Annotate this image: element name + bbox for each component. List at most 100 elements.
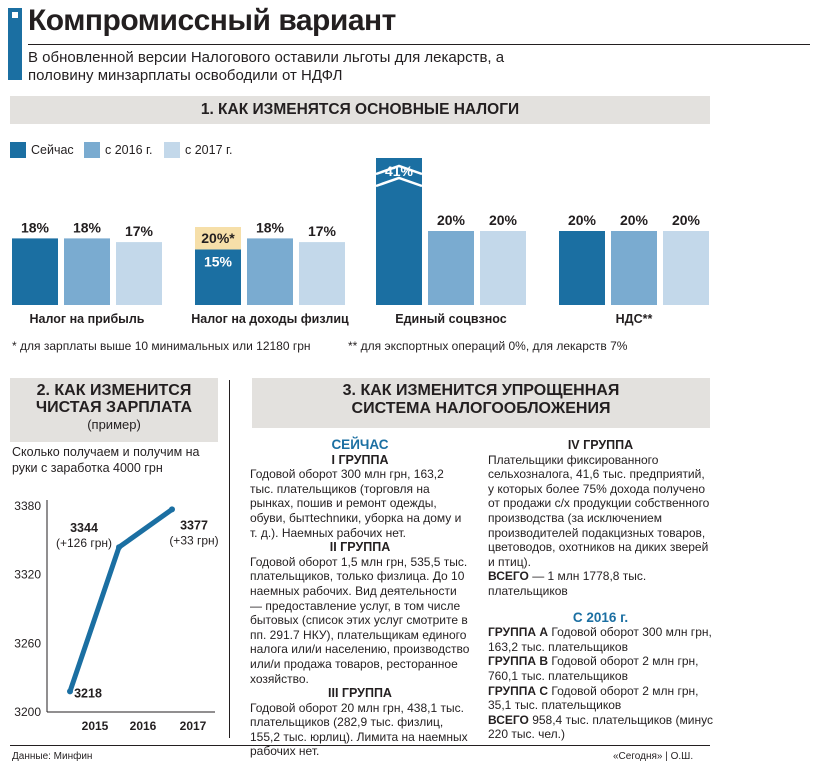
section2-title-line1: 2. КАК ИЗМЕНИТСЯ xyxy=(36,382,192,399)
category-label-2: Налог на доходы физлиц xyxy=(191,312,349,326)
x-tick-3: 2017 xyxy=(180,719,207,733)
from2016-heading: С 2016 г. xyxy=(572,609,629,625)
footer-rule xyxy=(10,745,710,746)
bar-3-с-2017-г xyxy=(480,231,526,305)
bar-label-2-с-2017-г: 17% xyxy=(308,223,337,239)
bar-4-с-2016-г xyxy=(611,231,657,305)
group-c: ГРУППА С Годовой оборот 2 млн грн, 35,1 … xyxy=(488,684,713,713)
x-tick-2: 2016 xyxy=(130,719,157,733)
category-label-4: НДС** xyxy=(616,312,653,326)
section3-title-line1: 3. КАК ИЗМЕНИТСЯ УПРОЩЕННАЯ xyxy=(342,382,620,399)
section3-title: 3. КАК ИЗМЕНИТСЯ УПРОЩЕННАЯ СИСТЕМА НАЛО… xyxy=(252,378,710,428)
bar-label-4-с-2016-г: 20% xyxy=(620,212,649,228)
page-title: Компромиссный вариант xyxy=(28,4,396,37)
bar-label-3-с-2017-г: 20% xyxy=(489,212,518,228)
bar-label-2-с-2016-г: 18% xyxy=(256,219,285,235)
bar-4-сейчас xyxy=(559,231,605,305)
bar-2-с-2017-г xyxy=(299,242,345,305)
y-tick-3: 3320 xyxy=(14,568,41,582)
category-label-3: Единый соцвзнос xyxy=(395,312,507,326)
simplified-right-column: IV ГРУППА Плательщики фиксированного сел… xyxy=(488,438,713,742)
section-divider xyxy=(229,380,230,738)
category-label-1: Налог на прибыль xyxy=(30,312,145,326)
group2-title: II ГРУППА xyxy=(329,540,391,555)
legend-swatch-2017 xyxy=(164,142,180,158)
bar-label-2-сейчас: 15% xyxy=(204,254,233,270)
total-2016-text: 958,4 тыс. плательщиков (минус 220 тыс. … xyxy=(488,712,713,742)
legend-swatch-now xyxy=(10,142,26,158)
title-accent-bar xyxy=(8,8,22,80)
total-now-text: — 1 млн 1778,8 тыс. плательщиков xyxy=(488,569,647,598)
section1-title: 1. КАК ИЗМЕНЯТСЯ ОСНОВНЫЕ НАЛОГИ xyxy=(10,96,710,124)
credit-note: «Сегодня» | О.Ш. xyxy=(613,751,694,762)
group4-text: Плательщики фиксированного сельхозналога… xyxy=(488,452,710,569)
bar-2-с-2016-г xyxy=(247,238,293,305)
point-label-1: 3218 xyxy=(74,686,102,700)
total-2016-label: ВСЕГО xyxy=(488,712,529,727)
group2-text: Годовой оборот 1,5 млн грн, 535,5 тыс. п… xyxy=(250,554,470,686)
point-note-3: (+33 грн) xyxy=(169,533,218,547)
group-c-text: Годовой оборот 2 млн грн, 35,1 тыс. плат… xyxy=(488,683,699,713)
bar-3-с-2016-г xyxy=(428,231,474,305)
group1-title: I ГРУППА xyxy=(331,452,389,467)
group-b-label: ГРУППА В xyxy=(488,654,549,669)
x-tick-1: 2015 xyxy=(82,719,109,733)
point-label-3: 3377 xyxy=(180,518,208,532)
section2-title: 2. КАК ИЗМЕНИТСЯ ЧИСТАЯ ЗАРПЛАТА (пример… xyxy=(10,378,218,442)
group4-title: IV ГРУППА xyxy=(567,438,634,452)
total-now-label: ВСЕГО xyxy=(488,569,529,584)
axis-break-mark-1 xyxy=(375,164,423,176)
bar-4-с-2017-г xyxy=(663,231,709,305)
now-heading: СЕЙЧАС xyxy=(331,437,389,452)
bar-label-1-с-2016-г: 18% xyxy=(73,219,102,235)
y-tick-4: 3380 xyxy=(14,499,41,513)
bar-label-4-сейчас: 20% xyxy=(568,212,597,228)
bar-label-1-сейчас: 18% xyxy=(21,219,50,235)
bar-1-сейчас xyxy=(12,238,58,305)
section2-title-line2: ЧИСТАЯ ЗАРПЛАТА xyxy=(35,399,193,416)
legend-swatch-2016 xyxy=(84,142,100,158)
salary-point-1 xyxy=(67,688,73,695)
group3-title: III ГРУППА xyxy=(328,686,392,701)
bar-label-3-с-2016-г: 20% xyxy=(437,212,466,228)
bar-extra-highlight xyxy=(195,227,241,250)
salary-point-2 xyxy=(116,544,122,551)
section2-title-sub: (пример) xyxy=(87,417,141,432)
title-rule xyxy=(28,44,810,45)
bar-1-с-2017-г xyxy=(116,242,162,305)
bar-label-1-с-2017-г: 17% xyxy=(125,223,154,239)
bar-extra-label: 20%* xyxy=(201,230,235,246)
total-now: ВСЕГО — 1 млн 1778,8 тыс. плательщиков xyxy=(488,569,713,598)
source-note: Данные: Минфин xyxy=(12,751,93,762)
y-tick-2: 3260 xyxy=(14,636,41,650)
total-2016: ВСЕГО 958,4 тыс. плательщиков (минус 220… xyxy=(488,713,713,742)
y-tick-1: 3200 xyxy=(14,705,41,719)
group-c-label: ГРУППА С xyxy=(488,683,549,698)
group-a: ГРУППА А Годовой оборот 300 млн грн, 163… xyxy=(488,625,713,654)
bar-3-сейчас xyxy=(376,158,422,305)
group3-text: Годовой оборот 20 млн грн, 438,1 тыс. пл… xyxy=(250,700,468,759)
page-subtitle: В обновленной версии Налогового оставили… xyxy=(28,49,505,84)
taxes-bar-chart: 18% 18% 17% Налог на прибыль 20%* 15% 18% 17% На… xyxy=(12,158,709,326)
footnote-2: ** для экспортных операций 0%, для лекар… xyxy=(348,339,628,353)
section2-description: Сколько получаем и получим на руки с зар… xyxy=(12,445,200,475)
bar-1-с-2016-г xyxy=(64,238,110,305)
axis-break-mark-2 xyxy=(375,176,423,188)
group-b-text: Годовой оборот 2 млн грн, 760,1 тыс. пла… xyxy=(488,654,699,683)
legend-label-2016: с 2016 г. xyxy=(105,143,153,157)
point-note-2: (+126 грн) xyxy=(56,536,112,550)
bar-label-3-сейчас: 41% xyxy=(385,163,414,179)
group-a-text: Годовой оборот 300 млн грн, 163,2 тыс. п… xyxy=(488,625,712,654)
salary-line-chart: 3200 3260 3320 3380 2015 2016 2017 3218 3344(+12… xyxy=(14,499,218,733)
group-a-label: ГРУППА А xyxy=(488,625,549,640)
legend-label-2017: с 2017 г. xyxy=(185,143,233,157)
legend-label-now: Сейчас xyxy=(31,143,74,157)
bar-2-сейчас xyxy=(195,249,241,305)
bar-label-4-с-2017-г: 20% xyxy=(672,212,701,228)
simplified-now-column: СЕЙЧАС I ГРУППА Годовой оборот 300 млн г… xyxy=(250,437,470,759)
salary-point-3 xyxy=(169,506,175,513)
group1-text: Годовой оборот 300 млн грн, 163,2 тыс. п… xyxy=(250,467,462,540)
footnote-1: * для зарплаты выше 10 минимальных или 1… xyxy=(12,339,311,353)
group-b: ГРУППА В Годовой оборот 2 млн грн, 760,1… xyxy=(488,654,713,683)
section3-title-line2: СИСТЕМА НАЛОГООБЛОЖЕНИЯ xyxy=(351,400,611,417)
